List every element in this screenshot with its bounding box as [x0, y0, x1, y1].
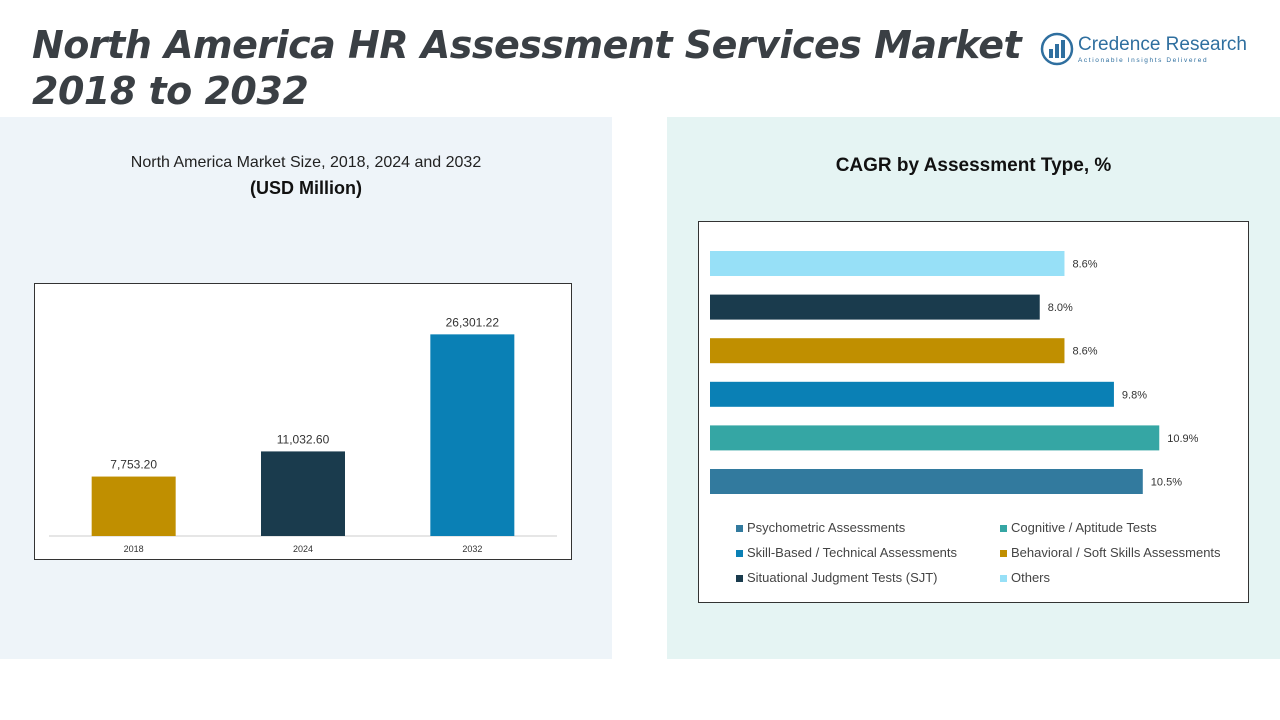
logo-mark-icon	[1040, 32, 1074, 66]
logo-tagline: Actionable Insights Delivered	[1078, 57, 1209, 64]
market-size-value-label-2032: 26,301.22	[446, 315, 500, 329]
legend-label: Behavioral / Soft Skills Assessments	[1011, 545, 1221, 560]
cagr-bar-4	[710, 425, 1160, 451]
legend-label: Cognitive / Aptitude Tests	[1011, 520, 1157, 535]
market-size-chart-title: North America Market Size, 2018, 2024 an…	[130, 154, 482, 171]
cagr-chart-title: CAGR by Assessment Type, %	[835, 155, 1112, 176]
legend-item-1: Cognitive / Aptitude Tests	[1000, 520, 1157, 536]
legend-item-4: Situational Judgment Tests (SJT)	[736, 570, 938, 586]
legend-item-2: Skill-Based / Technical Assessments	[736, 545, 957, 561]
credence-research-logo: Credence Research Actionable Insights De…	[1040, 30, 1265, 70]
legend-label: Others	[1011, 570, 1051, 585]
legend-item-0: Psychometric Assessments	[736, 520, 905, 536]
cagr-value-label-0: 8.6%	[1072, 259, 1097, 271]
title-line-2: 2018 to 2032	[32, 69, 309, 113]
cagr-bar-3	[710, 381, 1114, 407]
cagr-bar-2	[710, 338, 1065, 364]
cagr-bar-1	[710, 294, 1040, 320]
market-size-value-label-2024: 11,032.60	[277, 432, 330, 446]
legend-swatch	[1000, 574, 1007, 582]
legend-label: Psychometric Assessments	[747, 520, 906, 535]
market-size-tick-label-2018: 2018	[124, 544, 144, 554]
title-line-1: North America HR Assessment Services Mar…	[32, 23, 1022, 67]
market-size-value-label-2018: 7,753.20	[110, 458, 157, 472]
cagr-bar-5	[710, 469, 1143, 494]
market-size-chart: 7,753.20 2018 11,032.60 2024 26,301.22 2032	[34, 283, 572, 560]
market-size-chart-unit: (USD Million)	[250, 178, 362, 198]
market-size-tick-label-2024: 2024	[293, 544, 313, 554]
market-size-tick-label-2032: 2032	[462, 544, 482, 554]
cagr-value-label-4: 10.9%	[1167, 433, 1198, 445]
legend-swatch	[736, 524, 743, 532]
cagr-value-label-1: 8.0%	[1048, 302, 1073, 314]
cagr-value-label-5: 10.5%	[1151, 477, 1182, 489]
legend-label: Situational Judgment Tests (SJT)	[747, 570, 938, 585]
cagr-value-label-2: 8.6%	[1072, 346, 1097, 358]
market-size-bar-2032	[430, 334, 515, 536]
legend-label: Skill-Based / Technical Assessments	[747, 545, 958, 560]
cagr-value-label-3: 9.8%	[1122, 389, 1147, 401]
legend-item-5: Others	[1000, 570, 1050, 586]
market-size-bar-2018	[91, 476, 176, 536]
logo-name: Credence Research	[1078, 34, 1247, 55]
legend-swatch	[736, 574, 743, 582]
cagr-bar-0	[710, 251, 1065, 276]
legend-swatch	[1000, 524, 1007, 532]
cagr-horizontal-bar-chart: 8.6% 8.0% 8.6% 9.8% 10.9% 10.5%	[710, 251, 1199, 494]
cagr-chart: 8.6% 8.0% 8.6% 9.8% 10.9% 10.5%	[698, 221, 1249, 603]
legend-item-3: Behavioral / Soft Skills Assessments	[1000, 545, 1221, 561]
legend-swatch	[736, 549, 743, 557]
page-title: North America HR Assessment Services Mar…	[32, 22, 1022, 114]
market-size-bar-2024	[261, 451, 345, 536]
legend-swatch	[1000, 549, 1007, 557]
market-size-bar-chart: 7,753.20 2018 11,032.60 2024 26,301.22 2032	[49, 315, 557, 554]
